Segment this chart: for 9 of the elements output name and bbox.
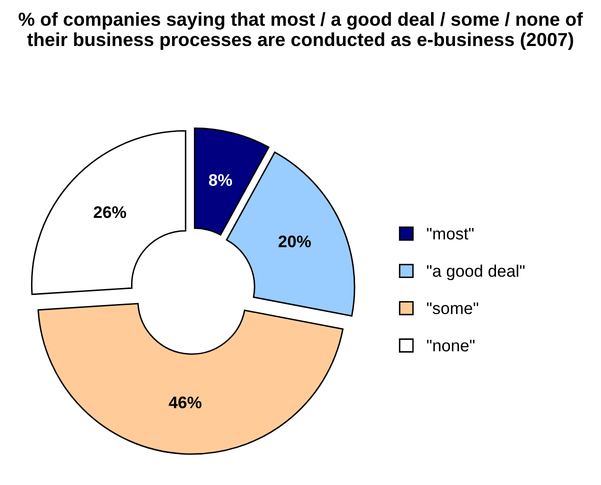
data-label: 26%	[94, 206, 126, 218]
legend-label: "none"	[427, 340, 475, 352]
data-label: 8%	[208, 174, 232, 186]
chart-title: % of companies saying that most / a good deal / some / none of their business processes are conducted as e-business (2007)	[18, 12, 583, 50]
legend-label: "some"	[427, 302, 478, 314]
data-label: 46%	[168, 396, 202, 408]
legend-label: "most"	[427, 228, 474, 240]
legend-label: "a good deal"	[427, 264, 525, 280]
data-label: 20%	[278, 236, 311, 248]
